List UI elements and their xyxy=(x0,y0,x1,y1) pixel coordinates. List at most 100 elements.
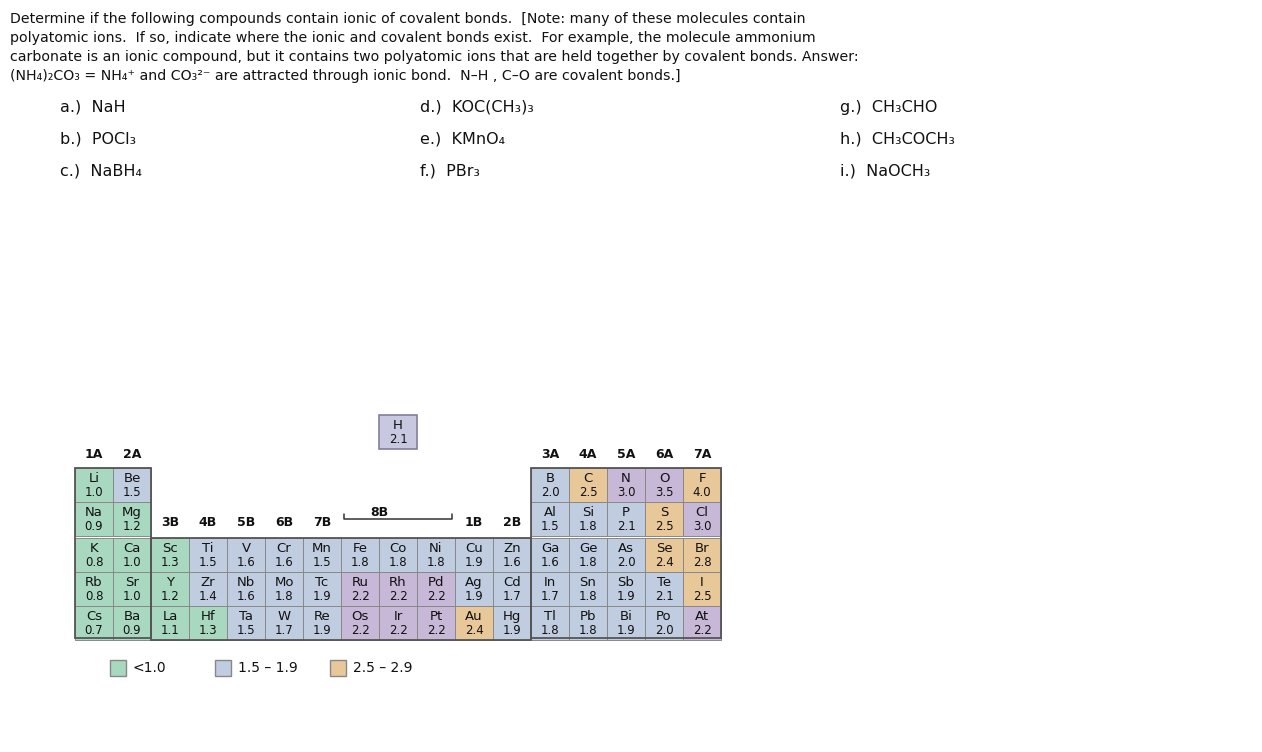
Bar xyxy=(303,572,341,606)
Text: 1.6: 1.6 xyxy=(237,556,255,569)
Text: 1.6: 1.6 xyxy=(237,590,255,603)
Bar xyxy=(645,468,683,502)
Bar xyxy=(74,538,114,572)
Text: 1.5: 1.5 xyxy=(198,556,217,569)
Text: 4B: 4B xyxy=(199,517,217,529)
Text: K: K xyxy=(90,541,98,555)
Text: 1.8: 1.8 xyxy=(427,556,445,569)
Text: Zr: Zr xyxy=(201,576,216,589)
Text: 6A: 6A xyxy=(655,448,673,462)
Text: Rh: Rh xyxy=(389,576,406,589)
Bar xyxy=(341,606,379,640)
Text: Br: Br xyxy=(694,541,709,555)
Text: 0.9: 0.9 xyxy=(85,520,103,533)
Bar xyxy=(531,538,569,572)
Text: Au: Au xyxy=(466,610,483,623)
Bar xyxy=(456,538,493,572)
Text: Be: Be xyxy=(124,472,140,485)
Text: 2.2: 2.2 xyxy=(427,624,445,637)
Bar xyxy=(416,606,456,640)
Bar xyxy=(569,468,607,502)
Bar xyxy=(645,572,683,606)
Text: Si: Si xyxy=(582,505,594,519)
Text: 1.2: 1.2 xyxy=(122,520,141,533)
Text: Ir: Ir xyxy=(394,610,403,623)
Text: S: S xyxy=(660,505,668,519)
Bar xyxy=(683,468,721,502)
Bar xyxy=(456,606,493,640)
Text: 1.5: 1.5 xyxy=(122,486,141,499)
Text: 1.9: 1.9 xyxy=(617,590,635,603)
Text: 2.4: 2.4 xyxy=(464,624,483,637)
Bar xyxy=(645,606,683,640)
Text: 1.8: 1.8 xyxy=(389,556,408,569)
Text: 6B: 6B xyxy=(275,517,293,529)
Text: W: W xyxy=(278,610,290,623)
Text: 2.2: 2.2 xyxy=(693,624,712,637)
Text: 1.8: 1.8 xyxy=(540,624,559,637)
Bar xyxy=(456,572,493,606)
Text: Os: Os xyxy=(351,610,369,623)
Bar xyxy=(303,538,341,572)
Text: g.)  CH₃CHO: g.) CH₃CHO xyxy=(840,100,938,115)
Text: Re: Re xyxy=(314,610,331,623)
Bar xyxy=(110,660,126,676)
Text: 1.8: 1.8 xyxy=(579,520,597,533)
Text: 3B: 3B xyxy=(162,517,179,529)
Text: e.)  KMnO₄: e.) KMnO₄ xyxy=(420,132,505,147)
Bar xyxy=(531,572,569,606)
Bar xyxy=(416,538,456,572)
Text: Pd: Pd xyxy=(428,576,444,589)
Bar xyxy=(265,606,303,640)
Text: 2.5: 2.5 xyxy=(693,590,712,603)
Text: 7A: 7A xyxy=(693,448,712,462)
Text: <1.0: <1.0 xyxy=(133,661,167,675)
Text: 5B: 5B xyxy=(237,517,255,529)
Text: Hg: Hg xyxy=(502,610,521,623)
Bar xyxy=(189,538,227,572)
Bar xyxy=(189,606,227,640)
Text: 1B: 1B xyxy=(464,517,483,529)
Bar xyxy=(303,606,341,640)
Text: Fe: Fe xyxy=(352,541,367,555)
Bar xyxy=(645,502,683,536)
Bar xyxy=(379,538,416,572)
Text: V: V xyxy=(241,541,251,555)
Text: 1.5: 1.5 xyxy=(313,556,332,569)
Text: Pb: Pb xyxy=(579,610,596,623)
Text: Y: Y xyxy=(167,576,174,589)
Text: 1.5: 1.5 xyxy=(237,624,255,637)
Text: Mo: Mo xyxy=(274,576,294,589)
Text: Nb: Nb xyxy=(237,576,255,589)
Text: 2.2: 2.2 xyxy=(427,590,445,603)
Text: Co: Co xyxy=(389,541,406,555)
Text: 2B: 2B xyxy=(502,517,521,529)
Text: 2.1: 2.1 xyxy=(389,433,408,446)
Text: H: H xyxy=(392,419,403,432)
Bar xyxy=(569,502,607,536)
Text: 1.6: 1.6 xyxy=(275,556,293,569)
Text: Hf: Hf xyxy=(201,610,216,623)
Bar xyxy=(607,538,645,572)
Bar xyxy=(493,538,531,572)
Bar xyxy=(341,538,379,572)
Text: c.)  NaBH₄: c.) NaBH₄ xyxy=(61,164,143,179)
Bar xyxy=(114,572,151,606)
Text: In: In xyxy=(544,576,557,589)
Text: 2A: 2A xyxy=(122,448,141,462)
Text: 1.9: 1.9 xyxy=(464,590,483,603)
Text: 1.3: 1.3 xyxy=(198,624,217,637)
Text: 1.5: 1.5 xyxy=(540,520,559,533)
Bar xyxy=(227,538,265,572)
Text: 1.1: 1.1 xyxy=(160,624,179,637)
Text: 2.1: 2.1 xyxy=(617,520,635,533)
Text: 8B: 8B xyxy=(370,505,387,518)
Text: 1.9: 1.9 xyxy=(313,624,332,637)
Text: 2.1: 2.1 xyxy=(655,590,674,603)
Text: Ga: Ga xyxy=(541,541,559,555)
Bar xyxy=(114,468,151,502)
Text: 1.8: 1.8 xyxy=(275,590,293,603)
Text: 1.3: 1.3 xyxy=(160,556,179,569)
Text: Ge: Ge xyxy=(579,541,597,555)
Bar xyxy=(265,538,303,572)
